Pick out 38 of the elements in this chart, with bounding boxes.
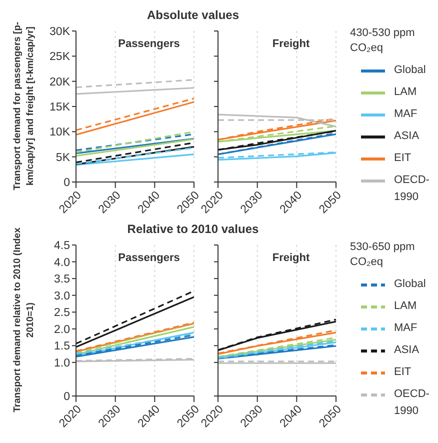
y-tick-label: 30K — [50, 26, 70, 38]
text: Passengers — [117, 252, 181, 264]
y-tick-label: 0 — [64, 177, 70, 190]
legend-label: EIT — [394, 365, 412, 380]
legend-label: MAF — [394, 107, 418, 122]
y-axis-title: Transport demand for passengers [p-km/cap/yr] and freight [t-km/cap/yr] — [11, 20, 37, 192]
text: Freight — [271, 252, 311, 264]
legend-label: Global — [394, 63, 427, 78]
text: Passengers — [117, 38, 181, 50]
y-tick-label: 25K — [50, 51, 70, 64]
y-tick-label: 4.0 — [54, 256, 70, 269]
legend-label: OECD-1990 — [394, 387, 430, 419]
y-tick-label: 1.0 — [54, 358, 70, 370]
y-tick-label: 3.0 — [54, 290, 70, 302]
y-axis-title: Transport demand relative to 2010 (Index 2010=1) — [11, 226, 37, 414]
y-tick-label: 4.5 — [54, 240, 70, 252]
y-tick-label: 10K — [50, 126, 70, 139]
y-tick-label: 2.0 — [54, 324, 70, 336]
legend-title: 430-530 ppm CO₂eq — [350, 26, 416, 56]
legend-label: Global — [394, 277, 427, 292]
chart-title: Absolute values — [146, 8, 240, 22]
chart-title: Relative to 2010 values — [126, 222, 260, 236]
y-tick-label: 1.5 — [54, 340, 70, 353]
legend-label: ASIA — [394, 129, 420, 144]
y-tick-label: 0 — [64, 391, 70, 404]
legend-label: EIT — [394, 151, 412, 166]
y-tick-label: 3.5 — [54, 274, 70, 286]
y-tick-label: 20K — [50, 76, 70, 88]
legend-label: OECD-1990 — [394, 173, 430, 205]
legend-label: ASIA — [394, 343, 420, 358]
legend-title: 530-650 ppm CO₂eq — [350, 240, 416, 270]
legend-label: MAF — [394, 321, 418, 336]
y-tick-label: 2.5 — [54, 307, 70, 320]
y-tick-label: 15K — [50, 102, 70, 114]
legend-label: LAM — [394, 85, 418, 100]
y-tick-label: 5K — [56, 152, 70, 164]
legend-label: LAM — [394, 299, 418, 314]
text: Freight — [271, 38, 311, 50]
